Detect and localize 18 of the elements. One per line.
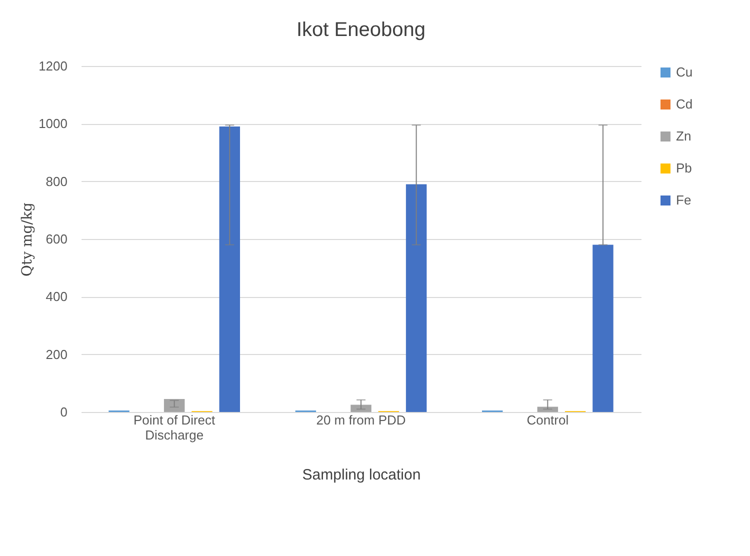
x-tick-label: 20 m from PDD: [316, 412, 406, 428]
chart-title: Ikot Eneobong: [296, 19, 426, 41]
y-tick-label: 800: [46, 174, 68, 189]
y-tick-label: 200: [46, 346, 68, 362]
y-tick-label: 600: [46, 232, 68, 246]
legend-label: Zn: [676, 128, 692, 144]
legend-label: Pb: [676, 160, 692, 176]
y-tick-label: 1200: [38, 58, 68, 74]
x-axis-title: Sampling location: [302, 466, 421, 484]
legend-label: Fe: [676, 192, 692, 208]
y-tick-label: 0: [60, 404, 68, 420]
y-tick-label: 400: [46, 289, 68, 304]
x-tick-label: Point of Direct Discharge: [134, 412, 216, 442]
legend-label: Cd: [676, 96, 693, 112]
y-tick-label: 1000: [38, 116, 68, 132]
legend-label: Cu: [676, 64, 693, 80]
x-tick-label: Control: [526, 412, 569, 428]
y-axis-title: Qty mg/kg: [20, 202, 36, 276]
